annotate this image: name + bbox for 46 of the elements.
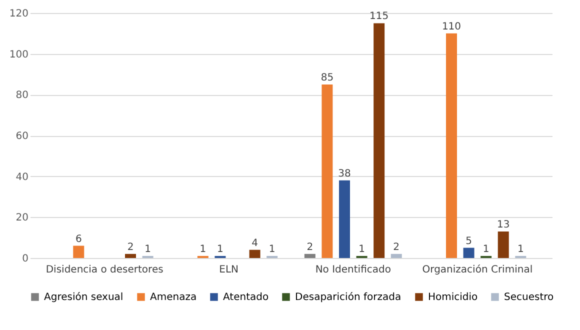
x-tick-label: Organización Criminal [422, 264, 533, 276]
data-label: 13 [497, 219, 510, 230]
x-tick-label: No Identificado [315, 264, 391, 276]
bar [446, 33, 457, 258]
bar [338, 180, 350, 258]
data-label: 6 [75, 234, 82, 245]
legend-label: Atentado [223, 292, 269, 303]
data-label: 1 [217, 244, 224, 255]
bar [73, 246, 84, 258]
y-tick-label: 60 [16, 131, 28, 142]
data-label: 2 [127, 242, 134, 253]
bar [498, 231, 509, 258]
legend-label: Agresión sexual [44, 292, 124, 303]
data-label: 1 [517, 244, 524, 255]
bar [463, 248, 474, 258]
data-label: 1 [482, 244, 490, 255]
bar [390, 254, 402, 258]
data-label: 1 [200, 244, 206, 255]
data-label: 2 [393, 242, 400, 253]
data-label: 1 [358, 244, 365, 255]
x-tick-label: ELN [219, 264, 239, 276]
data-label: 38 [338, 168, 351, 180]
legend-label: Amenaza [150, 292, 197, 303]
x-tick-label: Disidencia o desertores [46, 264, 164, 276]
data-label: 110 [442, 21, 462, 32]
y-tick-label: 120 [9, 8, 28, 20]
data-label: 1 [144, 244, 151, 255]
data-label: 2 [306, 242, 314, 253]
bar [322, 84, 333, 258]
data-label: 4 [252, 238, 258, 249]
y-tick-label: 20 [16, 212, 28, 224]
data-label: 5 [466, 236, 472, 247]
bar [374, 23, 385, 258]
y-tick-label: 100 [9, 49, 28, 60]
data-label: 115 [370, 11, 389, 22]
y-tick-label: 40 [16, 172, 28, 183]
bar [125, 254, 136, 258]
legend-label: Secuestro [504, 292, 554, 303]
data-label: 1 [268, 244, 276, 255]
legend-label: Desaparición forzada [295, 292, 402, 303]
y-tick-label: 0 [22, 254, 28, 264]
bar [249, 250, 260, 258]
bar [304, 254, 316, 258]
data-label: 85 [320, 72, 334, 84]
y-tick-label: 80 [16, 90, 28, 102]
legend-label: Homicidio [428, 292, 478, 303]
